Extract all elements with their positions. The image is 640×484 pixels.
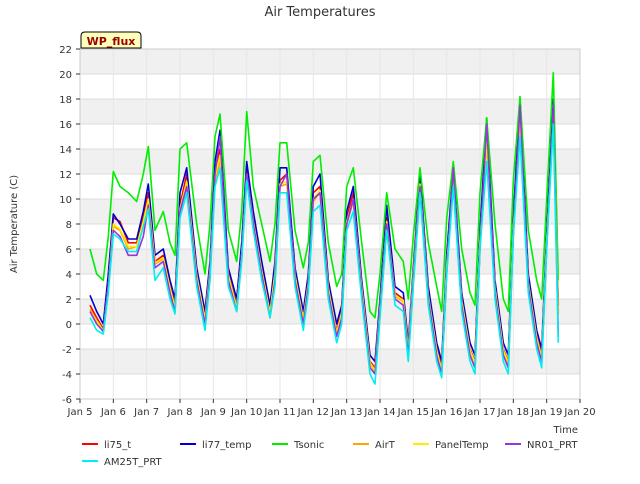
x-tick-label: Jan 11 [263,407,295,418]
x-tick-label: Jan 9 [200,407,226,418]
y-tick-label: 8 [66,220,72,231]
x-tick-label: Jan 12 [297,407,329,418]
plot-band [80,149,580,174]
plot-band [80,199,580,224]
legend-label-li77-temp: li77_temp [202,440,251,451]
x-tick-label: Jan 17 [463,407,495,418]
station-badge: WP_flux [80,31,142,49]
plot-band [80,49,580,74]
legend-label-nr01-prt: NR01_PRT [527,440,578,451]
y-tick-label: 0 [66,320,72,331]
x-tick-label: Jan 19 [530,407,562,418]
plot-band [80,124,580,149]
y-tick-label: 6 [66,245,72,256]
x-tick-label: Jan 16 [430,407,462,418]
y-tick-label: 20 [59,70,72,81]
plot-band [80,174,580,199]
station-badge-label: WP_flux [87,35,136,48]
x-tick-label: Jan 15 [397,407,429,418]
series-line-am25t-prt [89,123,560,385]
y-tick-label: 16 [59,120,72,131]
x-tick-label: Jan 6 [100,407,126,418]
x-tick-label: Jan 14 [363,407,395,418]
legend-label-tsonic: Tsonic [293,440,324,451]
x-tick-label: Jan 20 [563,407,595,418]
plot-band [80,349,580,374]
x-tick-label: Jan 13 [330,407,362,418]
plot-band [80,324,580,349]
y-tick-label: -2 [62,345,72,356]
plot-band [80,374,580,399]
x-tick-label: Jan 5 [67,407,93,418]
plot-band [80,99,580,124]
y-tick-label: 14 [59,145,72,156]
legend-label-airt: AirT [375,440,396,451]
series-line-tsonic [89,71,560,319]
y-tick-label: 2 [66,295,72,306]
legend: li75_t li77_temp Tsonic AirT PanelTemp NR01_P… [82,440,578,468]
series-lines [89,71,560,385]
y-tick-label: -4 [62,370,72,381]
chart-title: Air Temperatures [264,5,375,20]
x-tick-label: Jan 8 [167,407,193,418]
y-tick-label: 10 [59,195,72,206]
x-tick-label: Jan 7 [133,407,159,418]
x-tick-label: Jan 10 [230,407,262,418]
series-line-li77-temp [89,98,560,363]
plot-band [80,74,580,99]
y-tick-label: 12 [59,170,72,181]
legend-label-li75-t: li75_t [104,440,131,451]
y-tick-label: 22 [59,45,72,56]
y-axis-label: Air Temperature (C) [9,175,20,273]
x-axis-ticks: Jan 5 Jan 6 Jan 7 Jan 8 Jan 9 Jan 10 Jan 11 Jan… [67,399,596,418]
legend-label-paneltemp: PanelTemp [435,440,489,451]
legend-label-am25t-prt: AM25T_PRT [104,457,163,468]
y-tick-label: -6 [62,395,72,406]
y-axis-ticks: -6 -4 -2 0 2 4 6 8 10 12 14 16 18 20 22 [59,45,80,406]
x-tick-label: Jan 18 [497,407,529,418]
y-tick-label: 4 [66,270,72,281]
x-axis-label: Time [553,425,578,436]
y-tick-label: 18 [59,95,72,106]
